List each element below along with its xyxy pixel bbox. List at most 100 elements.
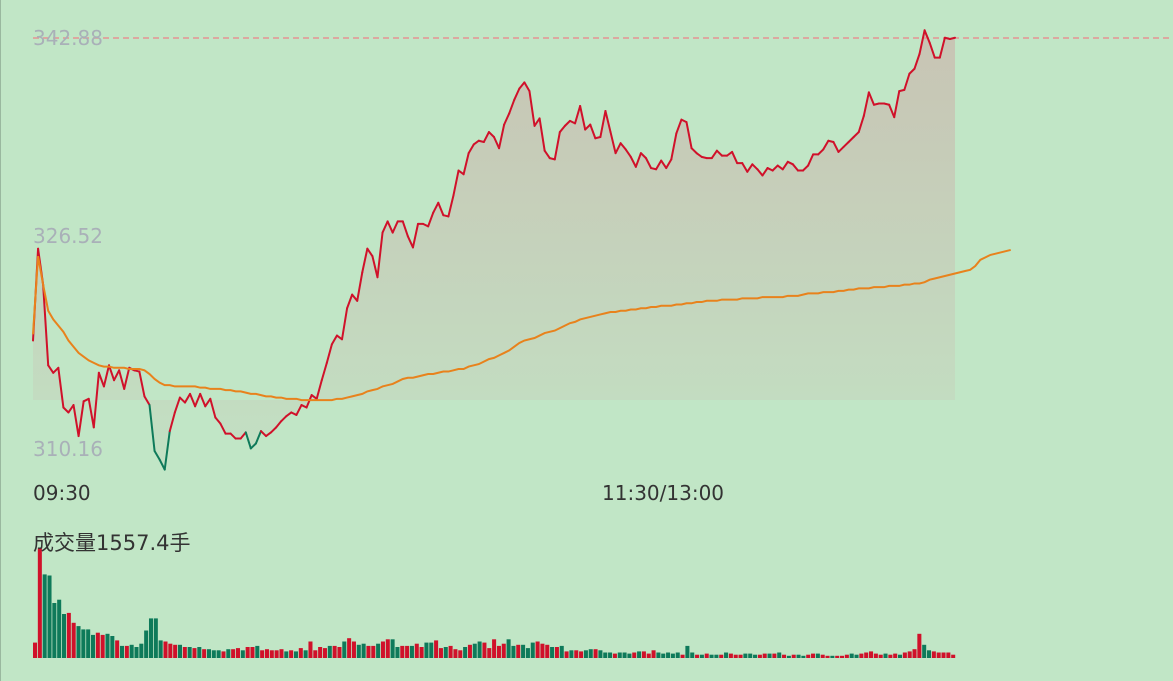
volume-bar xyxy=(820,654,825,658)
price-segment xyxy=(371,255,379,279)
volume-bar xyxy=(859,653,864,658)
price-segment xyxy=(589,123,597,140)
price-segment xyxy=(523,81,531,93)
price-segment xyxy=(67,404,75,414)
price-segment xyxy=(528,90,536,127)
volume-bar xyxy=(583,650,588,658)
volume-bar xyxy=(269,650,274,658)
volume-bar xyxy=(250,647,255,658)
price-segment xyxy=(675,118,683,135)
price-segment xyxy=(660,159,668,170)
price-segment xyxy=(624,148,632,158)
time-label-midday: 11:30/13:00 xyxy=(602,481,724,505)
volume-bar xyxy=(342,641,347,658)
price-segment xyxy=(857,114,865,134)
volume-bar xyxy=(361,643,366,658)
volume-bar xyxy=(753,654,758,658)
volume-bar xyxy=(211,650,216,658)
price-line xyxy=(32,29,956,471)
price-segment xyxy=(87,397,95,429)
volume-bar xyxy=(830,655,835,658)
volume-bar xyxy=(434,640,439,658)
volume-bar xyxy=(293,651,298,658)
volume-bar xyxy=(86,629,91,658)
average-price-line xyxy=(32,248,1011,402)
volume-bar xyxy=(37,548,42,658)
volume-bar xyxy=(332,645,337,658)
price-segment xyxy=(467,143,475,155)
volume-bar xyxy=(941,652,946,658)
volume-bar xyxy=(719,654,724,658)
price-segment xyxy=(543,149,551,160)
volume-bar xyxy=(47,575,52,658)
volume-bar xyxy=(95,632,100,658)
price-label-high: 342.88 xyxy=(33,26,103,50)
time-axis: 09:30 11:30/13:00 xyxy=(33,481,724,505)
volume-bar xyxy=(429,642,434,658)
price-segment xyxy=(888,103,896,119)
volume-bar xyxy=(380,641,385,658)
price-segment xyxy=(498,123,506,150)
volume-bar xyxy=(110,636,115,658)
price-segment xyxy=(199,392,207,408)
price-segment xyxy=(619,142,627,151)
volume-bar xyxy=(105,633,110,658)
price-segment xyxy=(42,283,50,367)
price-segment xyxy=(493,136,501,150)
volume-bar xyxy=(453,649,458,658)
price-segment xyxy=(822,139,830,151)
price-segment xyxy=(239,431,247,440)
price-segment xyxy=(634,152,642,168)
volume-bar xyxy=(477,641,482,658)
price-segment xyxy=(644,157,653,170)
price-segment xyxy=(482,131,490,143)
price-label-mid: 326.52 xyxy=(33,224,103,248)
volume-bar xyxy=(81,629,86,658)
price-segment xyxy=(609,131,617,155)
volume-bar xyxy=(612,653,617,658)
volume-bar xyxy=(554,647,559,658)
volume-bar xyxy=(617,652,622,658)
volume-bar xyxy=(791,654,796,658)
price-segment xyxy=(341,307,349,341)
price-segment xyxy=(346,293,354,310)
volume-bar xyxy=(226,649,231,658)
price-segment xyxy=(781,160,789,171)
volume-title: 成交量1557.4手 xyxy=(33,531,191,555)
price-segment xyxy=(158,458,166,471)
price-segment xyxy=(893,90,901,119)
volume-bar xyxy=(757,654,762,658)
volume-bar xyxy=(351,641,356,658)
volume-bar xyxy=(182,647,187,658)
volume-bar xyxy=(144,630,149,658)
price-segment xyxy=(862,91,870,117)
price-segment xyxy=(553,131,561,161)
volume-bar xyxy=(641,651,646,658)
volume-bar xyxy=(337,647,342,658)
price-segment xyxy=(113,369,121,382)
price-segment xyxy=(908,67,916,75)
volume-bar xyxy=(202,649,207,658)
price-segment xyxy=(437,201,445,217)
price-segment xyxy=(209,397,217,419)
price-segment xyxy=(102,364,110,388)
price-segment xyxy=(432,201,440,214)
price-segment xyxy=(401,220,409,238)
price-segment xyxy=(629,155,637,168)
volume-bar xyxy=(472,643,477,658)
volume-bar xyxy=(535,641,540,658)
time-label-open: 09:30 xyxy=(33,481,91,505)
price-segment xyxy=(138,370,146,398)
price-segment xyxy=(356,271,364,302)
volume-bar xyxy=(482,642,487,658)
volume-bar xyxy=(66,612,71,658)
price-segment xyxy=(690,147,698,155)
price-segment xyxy=(938,36,946,59)
price-segment xyxy=(118,369,126,390)
volume-bar xyxy=(680,654,685,658)
price-segment xyxy=(913,52,921,70)
price-segment xyxy=(249,442,257,450)
price-segment xyxy=(847,136,855,143)
price-segment xyxy=(746,163,754,173)
